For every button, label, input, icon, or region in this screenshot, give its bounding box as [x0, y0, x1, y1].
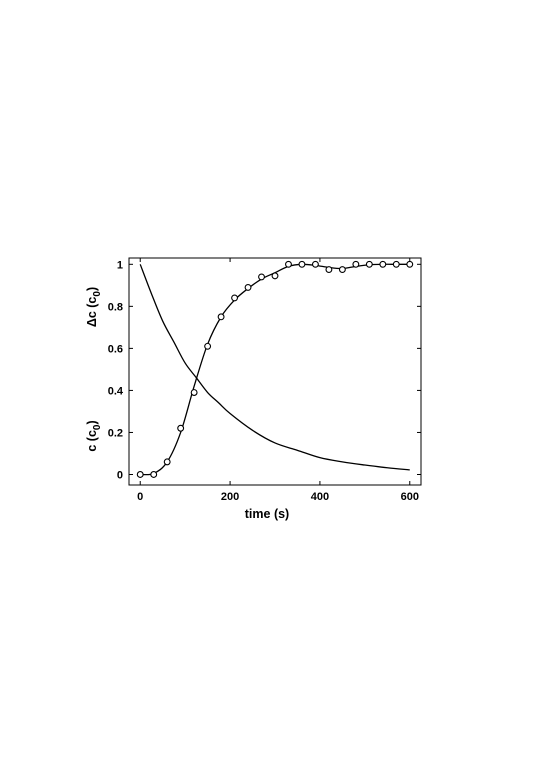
x-tick-label: 0 — [137, 491, 143, 503]
data-point — [163, 458, 171, 466]
y-tick-label: 0.4 — [108, 385, 124, 397]
data-point — [352, 260, 360, 268]
data-point — [298, 260, 306, 268]
data-point — [204, 342, 212, 350]
y-tick-label: 0 — [117, 469, 123, 481]
data-point — [406, 260, 414, 268]
axes-frame — [128, 257, 422, 486]
y-tick-label: 0.6 — [108, 343, 123, 355]
x-tick-label: 400 — [311, 491, 329, 503]
data-point — [392, 260, 400, 268]
data-point — [150, 471, 158, 478]
data-point — [325, 266, 333, 274]
y-tick-label: 0.2 — [108, 427, 123, 439]
y-axis-label: Δc (c0) — [85, 287, 103, 327]
y-tick-label: 1 — [117, 259, 123, 271]
data-point — [217, 313, 225, 321]
data-point — [258, 273, 265, 281]
data-point — [365, 260, 373, 268]
y-axis-label-close: ) — [85, 420, 99, 424]
data-point — [285, 260, 292, 268]
data-point — [311, 260, 319, 268]
data-point — [271, 272, 279, 280]
x-axis-label: time (s) — [245, 507, 289, 521]
y-axis-label-text: Δc (c — [85, 297, 99, 328]
y-tick-label: 0.8 — [108, 301, 123, 313]
data-point — [177, 424, 185, 432]
series-line-2 — [139, 264, 410, 471]
y-axis-label: c (c0) — [85, 420, 103, 451]
data-point — [136, 471, 144, 478]
y-axis-label-subscript: 0 — [92, 424, 103, 430]
data-point — [231, 294, 239, 302]
data-point — [190, 389, 198, 396]
data-point — [244, 283, 252, 291]
data-point — [379, 260, 387, 268]
series-group — [139, 263, 410, 476]
y-axis-label-text: c (c — [85, 430, 99, 452]
x-tick-label: 200 — [221, 491, 239, 503]
plot-area — [136, 260, 414, 478]
y-axis-label-subscript: 0 — [92, 291, 103, 297]
data-point — [338, 266, 346, 274]
x-tick-label: 600 — [401, 491, 419, 503]
y-axis-label-close: ) — [85, 287, 99, 291]
